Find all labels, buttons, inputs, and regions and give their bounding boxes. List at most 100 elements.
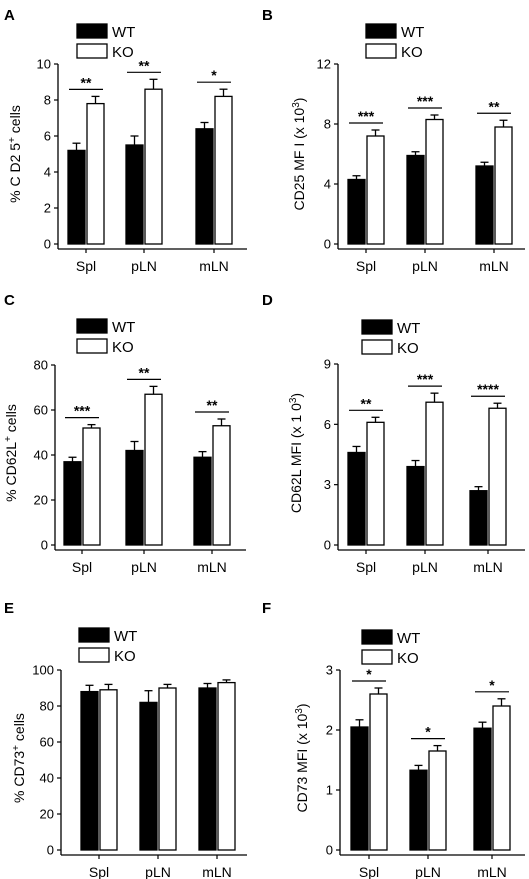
bar-ko bbox=[86, 102, 105, 245]
x-tick-label: Spl bbox=[356, 559, 376, 575]
legend-swatch-ko bbox=[365, 43, 397, 59]
y-axis-label: % CD73+ cells bbox=[11, 713, 28, 803]
bar-ko bbox=[144, 88, 163, 245]
x-tick-label: mLN bbox=[479, 258, 509, 274]
y-tick-label: 40 bbox=[40, 771, 54, 786]
y-tick-label: 0 bbox=[324, 538, 331, 553]
significance-label: ** bbox=[361, 395, 372, 411]
x-tick-label: mLN bbox=[202, 864, 232, 879]
legend-label-ko: KO bbox=[401, 44, 423, 61]
y-tick-label: 1 bbox=[326, 783, 333, 798]
y-tick-label: 0 bbox=[41, 538, 48, 553]
bar-wt bbox=[139, 701, 158, 851]
y-tick-label: 20 bbox=[34, 493, 48, 508]
significance-label: ** bbox=[139, 57, 150, 73]
x-tick-label: Spl bbox=[89, 864, 109, 879]
legend-swatch-ko bbox=[76, 338, 108, 354]
legend-label-wt: WT bbox=[114, 628, 137, 645]
bar-ko bbox=[144, 393, 163, 546]
y-tick-label: 2 bbox=[326, 723, 333, 738]
bar-ko bbox=[366, 135, 385, 245]
y-tick-label: 3 bbox=[326, 663, 333, 678]
legend-swatch-wt bbox=[78, 627, 110, 643]
legend-label-ko: KO bbox=[397, 340, 419, 357]
bar-wt bbox=[67, 149, 86, 245]
y-tick-label: 60 bbox=[34, 403, 48, 418]
legend-label-wt: WT bbox=[112, 319, 135, 336]
panel-letter: F bbox=[262, 600, 271, 617]
bar-wt bbox=[350, 726, 369, 851]
y-tick-label: 0 bbox=[326, 843, 333, 858]
significance-label: **** bbox=[477, 381, 499, 397]
legend-swatch-wt bbox=[361, 629, 393, 645]
x-tick-label: Spl bbox=[356, 258, 376, 274]
bar-ko bbox=[492, 705, 511, 851]
y-tick-label: 80 bbox=[34, 358, 48, 373]
y-tick-label: 4 bbox=[44, 165, 51, 180]
bar-wt bbox=[198, 687, 217, 851]
x-tick-label: pLN bbox=[145, 864, 171, 879]
bar-wt bbox=[195, 128, 214, 245]
significance-label: ** bbox=[139, 364, 150, 380]
significance-label: *** bbox=[74, 403, 91, 419]
bar-ko bbox=[494, 126, 513, 245]
panel-c: C % CD62L+ cells 0 20 40 60 80 Spl *** pLN ** mLN… bbox=[3, 292, 246, 575]
legend-label-wt: WT bbox=[397, 630, 420, 647]
x-tick-label: Spl bbox=[359, 864, 379, 879]
x-tick-label: mLN bbox=[199, 258, 229, 274]
y-tick-label: 0 bbox=[47, 843, 54, 858]
y-tick-label: 8 bbox=[324, 117, 331, 132]
bar-ko bbox=[212, 425, 231, 546]
bar-wt bbox=[409, 769, 428, 851]
x-tick-label: Spl bbox=[76, 258, 96, 274]
y-tick-label: 10 bbox=[37, 57, 51, 72]
significance-label: *** bbox=[417, 93, 434, 109]
bar-wt bbox=[80, 690, 99, 851]
legend-swatch-ko bbox=[76, 43, 108, 59]
legend-label-ko: KO bbox=[397, 650, 419, 667]
panel-letter: A bbox=[4, 7, 15, 24]
x-tick-label: mLN bbox=[477, 864, 507, 879]
significance-label: * bbox=[366, 666, 372, 682]
x-tick-label: mLN bbox=[197, 559, 227, 575]
bar-ko bbox=[369, 693, 388, 851]
legend-label-ko: KO bbox=[112, 44, 134, 61]
panel-a: A % C D2 5+ cells 0 2 4 6 8 10 Spl ** pLN ** mLN * W… bbox=[4, 7, 247, 274]
y-tick-label: 12 bbox=[317, 57, 331, 72]
x-tick-label: pLN bbox=[131, 559, 157, 575]
x-tick-label: mLN bbox=[473, 559, 503, 575]
legend-label-ko: KO bbox=[114, 648, 136, 665]
legend-swatch-ko bbox=[361, 649, 393, 665]
significance-label: *** bbox=[358, 108, 375, 124]
legend-swatch-wt bbox=[365, 23, 397, 39]
y-axis-label: CD62L MFI (x 1 03) bbox=[288, 393, 305, 513]
panel-f: F CD73 MFI (x 103) 0 1 2 3 Spl * pLN * mLN * WT KO bbox=[262, 600, 525, 879]
bar-wt bbox=[473, 727, 492, 851]
significance-label: * bbox=[489, 677, 495, 693]
y-tick-label: 100 bbox=[32, 663, 54, 678]
y-tick-label: 0 bbox=[324, 237, 331, 252]
y-tick-label: 2 bbox=[44, 201, 51, 216]
x-tick-label: pLN bbox=[131, 258, 157, 274]
y-axis-label: % CD62L+ cells bbox=[3, 404, 20, 502]
bar-wt bbox=[475, 165, 494, 245]
y-tick-label: 6 bbox=[44, 129, 51, 144]
bar-wt bbox=[406, 465, 425, 546]
y-tick-label: 4 bbox=[324, 177, 331, 192]
panel-b: B CD25 MF I (x 103) 0 4 8 12 Spl *** pLN *** mLN… bbox=[262, 7, 525, 274]
bar-ko bbox=[425, 401, 444, 546]
significance-label: *** bbox=[417, 371, 434, 387]
y-tick-label: 0 bbox=[44, 237, 51, 252]
bar-wt bbox=[347, 178, 366, 245]
bar-wt bbox=[193, 456, 212, 546]
x-tick-label: Spl bbox=[72, 559, 92, 575]
significance-label: ** bbox=[489, 98, 500, 114]
x-tick-label: pLN bbox=[412, 559, 438, 575]
panel-letter: D bbox=[262, 292, 273, 309]
legend-label-wt: WT bbox=[401, 24, 424, 41]
y-tick-label: 3 bbox=[324, 477, 331, 492]
y-tick-label: 60 bbox=[40, 735, 54, 750]
panel-e: E % CD73+ cells 0 20 40 60 80 100 Spl pLN mLN WT K… bbox=[4, 600, 247, 879]
panel-d: D CD62L MFI (x 1 03) 0 3 6 9 Spl ** pLN *** mLN *… bbox=[262, 292, 525, 575]
